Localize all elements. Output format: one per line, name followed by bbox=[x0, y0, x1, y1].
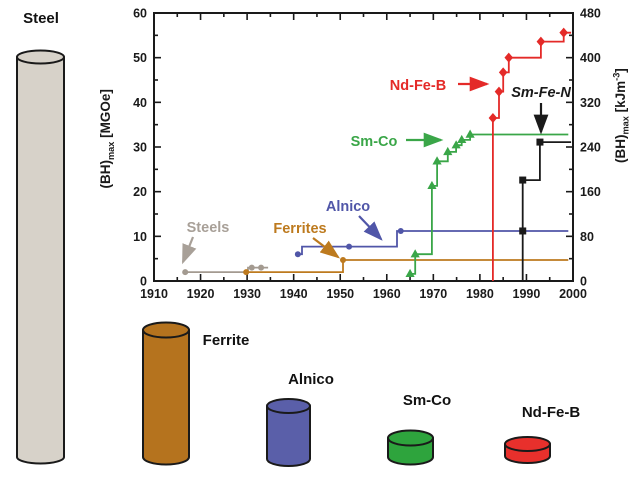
series-ndfeb-marker bbox=[494, 86, 504, 97]
annotation-ferrites-arrow bbox=[312, 237, 340, 259]
annotation-smco-label: Sm-Co bbox=[351, 134, 398, 150]
annotation-alnico-arrow bbox=[358, 215, 383, 241]
x-axis-tick-label: 1970 bbox=[419, 287, 447, 301]
x-axis-tick-label: 1960 bbox=[373, 287, 401, 301]
magnet-size-cylinders bbox=[16, 49, 551, 467]
chart-series bbox=[182, 27, 572, 281]
cylinder-alnico bbox=[266, 398, 311, 467]
series-smco-marker bbox=[405, 268, 415, 278]
x-axis-tick-label: 1980 bbox=[466, 287, 494, 301]
series-smfen-marker bbox=[519, 176, 527, 184]
series-smco-marker bbox=[443, 146, 453, 156]
y-right-tick-label: 320 bbox=[580, 96, 601, 110]
series-smco bbox=[405, 129, 569, 278]
series-steels bbox=[182, 264, 269, 276]
cylinder-steel bbox=[16, 49, 65, 465]
series-steels-marker bbox=[182, 269, 189, 276]
series-alnico-marker bbox=[294, 251, 301, 258]
annotation-smfen-label: Sm-Fe-N bbox=[511, 85, 571, 101]
series-ferrites-marker bbox=[340, 257, 347, 264]
cylinder-ferrite bbox=[142, 321, 190, 466]
series-ferrites-marker bbox=[243, 269, 250, 276]
y-right-tick-label: 80 bbox=[580, 230, 594, 244]
y-right-tick-label: 480 bbox=[580, 7, 601, 21]
cylinder-ndfeb bbox=[504, 436, 551, 464]
series-smco-line bbox=[410, 133, 569, 275]
cylinder-alnico-top bbox=[266, 398, 311, 414]
series-alnico-marker bbox=[397, 227, 404, 234]
x-axis-tick-label: 1920 bbox=[187, 287, 215, 301]
annotation-steels-arrow bbox=[181, 236, 197, 265]
y-right-tick-label: 400 bbox=[580, 51, 601, 65]
x-axis-tick-label: 1940 bbox=[280, 287, 308, 301]
annotation-ndfeb-label: Nd-Fe-B bbox=[390, 78, 446, 94]
series-smco-marker bbox=[432, 156, 442, 165]
y-left-tick-label: 20 bbox=[133, 185, 147, 199]
series-ndfeb-marker bbox=[504, 52, 514, 63]
annotation-alnico-label: Alnico bbox=[326, 199, 370, 215]
series-ferrites bbox=[243, 257, 569, 276]
annotation-steels-label: Steels bbox=[187, 220, 230, 236]
x-axis-tick-label: 2000 bbox=[559, 287, 587, 301]
cylinder-steel-top bbox=[16, 49, 65, 65]
series-smco-marker bbox=[451, 140, 461, 149]
cylinder-alnico-body bbox=[266, 405, 311, 467]
series-ndfeb bbox=[488, 27, 572, 281]
series-ndfeb-marker bbox=[488, 112, 498, 123]
y-left-tick-label: 60 bbox=[133, 7, 147, 21]
y-right-tick-label: 0 bbox=[580, 275, 587, 289]
cylinder-ferrite-top bbox=[142, 321, 190, 339]
series-steels-marker bbox=[258, 264, 265, 271]
y-left-tick-label: 40 bbox=[133, 96, 147, 110]
series-ndfeb-line bbox=[492, 31, 572, 281]
series-smfen-marker bbox=[519, 227, 527, 235]
series-ndfeb-marker bbox=[536, 36, 546, 47]
series-ndfeb-marker bbox=[498, 67, 508, 78]
cylinder-smco-top bbox=[387, 429, 434, 447]
cylinder-smco bbox=[387, 429, 434, 466]
series-alnico-line bbox=[297, 230, 569, 256]
series-alnico bbox=[294, 227, 569, 258]
y-right-tick-label: 240 bbox=[580, 141, 601, 155]
series-ndfeb-marker bbox=[559, 27, 568, 38]
x-axis-tick-label: 1930 bbox=[233, 287, 261, 301]
series-alnico-marker bbox=[346, 243, 353, 250]
series-smfen-line bbox=[521, 141, 572, 281]
y-left-tick-label: 30 bbox=[133, 141, 147, 155]
series-smfen bbox=[519, 138, 572, 281]
cylinder-steel-body bbox=[16, 56, 65, 465]
series-smco-marker bbox=[427, 180, 437, 190]
cylinder-ferrite-body bbox=[142, 329, 190, 466]
y-left-tick-label: 10 bbox=[133, 230, 147, 244]
y-right-tick-label: 160 bbox=[580, 185, 601, 199]
chart-axes: 1910 1920 1930 1940 1950 1960 1970 1980 1990 2000… bbox=[133, 7, 601, 302]
series-smfen-marker bbox=[536, 138, 544, 146]
series-smco-marker bbox=[410, 249, 420, 258]
x-axis-tick-label: 1950 bbox=[326, 287, 354, 301]
annotation-ferrites-label: Ferrites bbox=[273, 221, 326, 237]
series-ferrites-line bbox=[246, 259, 569, 273]
y-left-tick-label: 50 bbox=[133, 51, 147, 65]
x-axis-tick-label: 1990 bbox=[513, 287, 541, 301]
series-steels-marker bbox=[248, 264, 255, 271]
cylinder-ndfeb-top bbox=[504, 436, 551, 452]
series-smco-marker bbox=[457, 134, 467, 144]
x-axis-tick-label: 1910 bbox=[140, 287, 168, 301]
series-smco-marker bbox=[465, 129, 475, 138]
y-left-tick-label: 0 bbox=[140, 275, 147, 289]
